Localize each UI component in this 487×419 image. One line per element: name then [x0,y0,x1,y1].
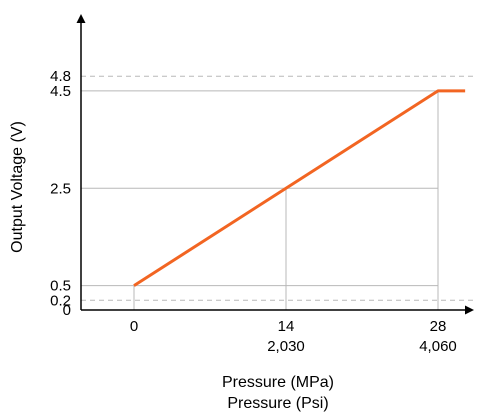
axes [76,14,474,315]
x-axis-secondary-label: Pressure (Psi) [227,395,328,412]
x-axis-label: Pressure (MPa) [222,374,334,391]
x-tick-label: 14 [278,318,295,335]
x-axis-arrow [465,305,474,315]
y-tick-label: 4.5 [50,83,71,100]
y-axis-label: Output Voltage (V) [9,121,26,253]
x-tick-label-secondary: 2,030 [267,338,305,355]
y-tick-label: 2.5 [50,180,71,197]
y-tick-label: 0.5 [50,278,71,295]
y-axis-arrow [76,14,86,23]
y-tick-label: 4.8 [50,68,71,85]
y-tick-label: 0 [63,302,71,319]
x-tick-label: 28 [430,318,447,335]
x-tick-label: 0 [130,318,138,335]
guide-lines [81,75,474,310]
y-tick-label: 0.2 [50,292,71,309]
series-line-0 [133,89,466,287]
series-group [133,89,466,287]
x-tick-label-secondary: 4,060 [419,338,457,355]
